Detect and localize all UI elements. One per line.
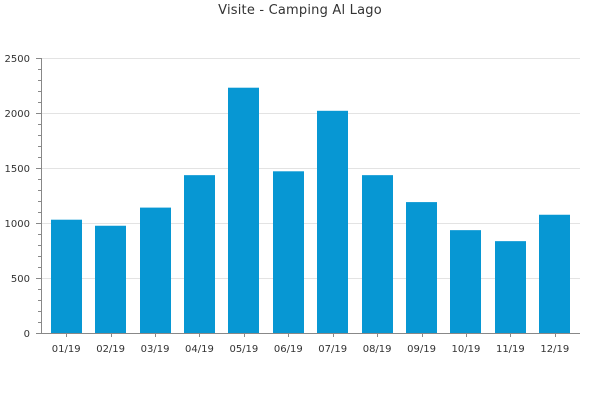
bar-03-19 (140, 207, 171, 333)
x-tick-label: 03/19 (141, 344, 170, 355)
bar-11-19 (495, 241, 526, 333)
bar-10-19 (450, 230, 481, 333)
bar-06-19 (273, 171, 304, 333)
bar-09-19 (406, 202, 437, 333)
x-tick-label: 02/19 (96, 344, 125, 355)
y-tick-label: 0 (24, 329, 30, 340)
bar-01-19 (51, 219, 82, 333)
x-tick-label: 08/19 (363, 344, 392, 355)
y-tick-label: 1500 (5, 164, 30, 175)
y-tick-label: 2500 (5, 54, 30, 65)
x-tick-label: 09/19 (407, 344, 436, 355)
x-tick-label: 10/19 (452, 344, 481, 355)
bar-08-19 (362, 175, 393, 333)
x-tick-label: 06/19 (274, 344, 303, 355)
axes (36, 58, 580, 337)
bar-12-19 (539, 214, 570, 333)
x-tick-label: 04/19 (185, 344, 214, 355)
x-tick-label: 01/19 (52, 344, 81, 355)
bars (51, 87, 570, 333)
y-tick-label: 2000 (5, 109, 30, 120)
x-tick-label: 12/19 (540, 344, 569, 355)
x-tick-label: 11/19 (496, 344, 525, 355)
x-tick-label: 05/19 (229, 344, 258, 355)
chart-title: Visite - Camping Al Lago (218, 3, 382, 18)
bar-04-19 (184, 175, 215, 333)
bar-05-19 (228, 87, 259, 333)
tick-labels: 0 500 1000 1500 2000 2500 01/19 02/19 03/19 04/19… (5, 54, 570, 355)
y-tick-label: 1000 (5, 219, 30, 230)
bar-07-19 (317, 110, 348, 333)
x-tick-label: 07/19 (318, 344, 347, 355)
bar-02-19 (95, 225, 126, 333)
gridlines (41, 58, 580, 279)
y-tick-label: 500 (11, 274, 30, 285)
